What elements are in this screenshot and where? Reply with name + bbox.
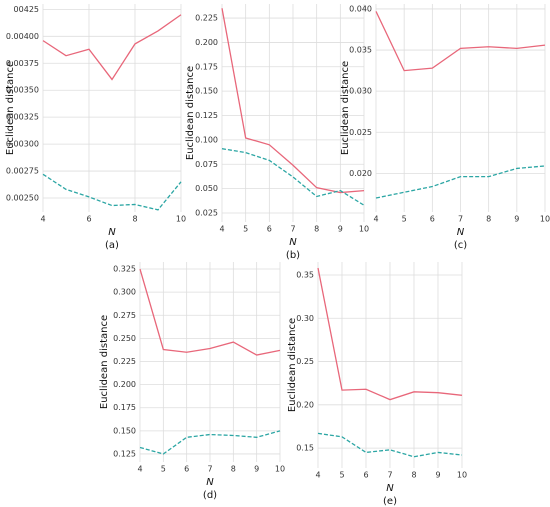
y-tick-label: 0.15 bbox=[296, 444, 314, 453]
x-axis-label: N bbox=[108, 227, 116, 238]
y-tick-label: 0.040 bbox=[349, 4, 372, 13]
series-line bbox=[375, 11, 546, 72]
series-line bbox=[221, 8, 365, 194]
caption: (b) bbox=[286, 250, 300, 261]
series-line bbox=[139, 430, 281, 455]
y-tick-label: 0.00400 bbox=[6, 32, 39, 41]
x-tick-label: 4 bbox=[40, 215, 45, 224]
series-line bbox=[139, 268, 281, 356]
y-tick-label: 0.025 bbox=[349, 128, 372, 137]
y-axis-label: Euclidean distance bbox=[287, 318, 298, 412]
series-line bbox=[375, 165, 546, 199]
y-tick-label: 0.225 bbox=[195, 14, 218, 23]
series-line bbox=[317, 432, 463, 458]
y-axis-label: Euclidean distance bbox=[340, 61, 351, 155]
y-tick-label: 0.00375 bbox=[6, 59, 39, 68]
y-tick-label: 0.00350 bbox=[6, 86, 39, 95]
caption: (d) bbox=[203, 490, 217, 501]
y-tick-label: 0.100 bbox=[195, 135, 218, 144]
y-tick-label: 0.050 bbox=[195, 184, 218, 193]
x-tick-label: 6 bbox=[184, 465, 189, 474]
y-tick-label: 0.175 bbox=[113, 403, 136, 412]
y-tick-label: 0.325 bbox=[113, 265, 136, 274]
caption: (e) bbox=[383, 496, 397, 507]
x-tick-label: 6 bbox=[363, 471, 368, 480]
panel: 0.225 0.200 0.175 0.150 0.125 0.100 0.075 0.050… bbox=[185, 4, 369, 261]
x-tick-label: 7 bbox=[207, 465, 212, 474]
x-tick-label: 9 bbox=[514, 215, 519, 224]
x-tick-label: 6 bbox=[430, 215, 435, 224]
y-tick-label: 0.075 bbox=[195, 160, 218, 169]
y-tick-label: 0.20 bbox=[296, 400, 314, 409]
y-tick-label: 0.00300 bbox=[6, 140, 39, 149]
x-tick-label: 7 bbox=[387, 471, 392, 480]
y-tick-label: 0.300 bbox=[113, 288, 136, 297]
x-tick-label: 9 bbox=[435, 471, 440, 480]
x-tick-label: 4 bbox=[137, 465, 142, 474]
y-tick-label: 0.200 bbox=[113, 380, 136, 389]
x-tick-label: 5 bbox=[161, 465, 166, 474]
y-axis-label: Euclidean distance bbox=[99, 315, 110, 409]
y-tick-label: 0.00275 bbox=[6, 167, 39, 176]
y-axis-label: Euclidean distance bbox=[185, 66, 196, 160]
x-tick-label: 10 bbox=[176, 215, 186, 224]
x-tick-label: 4 bbox=[315, 471, 320, 480]
y-tick-label: 0.150 bbox=[113, 426, 136, 435]
x-tick-label: 7 bbox=[458, 215, 463, 224]
x-tick-label: 4 bbox=[373, 215, 378, 224]
y-tick-label: 0.225 bbox=[113, 357, 136, 366]
x-tick-label: 8 bbox=[132, 215, 137, 224]
y-tick-label: 0.00250 bbox=[6, 193, 39, 202]
panel: 00425 0.00400 0.00375 0.00350 0.00325 0.00300… bbox=[5, 4, 186, 251]
panel: 0.040 0.035 0.030 0.025 0.020 4 5 6 7 8 9 10 N (c) Euc… bbox=[340, 4, 550, 251]
x-tick-label: 8 bbox=[231, 465, 236, 474]
y-tick-label: 0.200 bbox=[195, 38, 218, 47]
caption: (a) bbox=[105, 240, 119, 251]
y-tick-label: 0.030 bbox=[349, 87, 372, 96]
x-axis-label: N bbox=[457, 227, 465, 238]
x-tick-label: 9 bbox=[254, 465, 259, 474]
series-line bbox=[317, 267, 463, 401]
y-tick-label: 0.25 bbox=[296, 357, 314, 366]
y-tick-label: 0.025 bbox=[195, 209, 218, 218]
panel: 0.325 0.300 0.275 0.250 0.225 0.200 0.175 0.150… bbox=[99, 262, 285, 501]
series-line bbox=[42, 173, 182, 211]
x-axis-label: N bbox=[386, 483, 394, 494]
y-tick-label: 0.125 bbox=[113, 449, 136, 458]
y-tick-label: 0.250 bbox=[113, 334, 136, 343]
x-tick-label: 5 bbox=[402, 215, 407, 224]
x-tick-label: 7 bbox=[290, 225, 295, 234]
series-line bbox=[221, 148, 365, 206]
x-tick-label: 5 bbox=[243, 225, 248, 234]
x-tick-label: 10 bbox=[275, 465, 285, 474]
x-tick-label: 10 bbox=[359, 225, 369, 234]
x-tick-label: 4 bbox=[219, 225, 224, 234]
y-axis-label: Euclidean distance bbox=[5, 61, 16, 155]
x-tick-label: 8 bbox=[314, 225, 319, 234]
x-tick-label: 8 bbox=[486, 215, 491, 224]
x-tick-label: 10 bbox=[457, 471, 467, 480]
x-axis-label: N bbox=[289, 237, 297, 248]
series-line bbox=[42, 14, 182, 81]
y-tick-label: 00425 bbox=[14, 5, 39, 14]
y-tick-label: 0.30 bbox=[296, 314, 314, 323]
y-tick-label: 0.125 bbox=[195, 111, 218, 120]
x-axis-label: N bbox=[206, 477, 214, 488]
x-tick-label: 6 bbox=[267, 225, 272, 234]
y-tick-label: 0.175 bbox=[195, 62, 218, 71]
y-tick-label: 0.035 bbox=[349, 46, 372, 55]
y-tick-label: 0.00325 bbox=[6, 113, 39, 122]
caption: (c) bbox=[454, 240, 467, 251]
y-tick-label: 0.150 bbox=[195, 87, 218, 96]
x-tick-label: 10 bbox=[540, 215, 550, 224]
x-tick-label: 6 bbox=[86, 215, 91, 224]
y-tick-label: 0.275 bbox=[113, 311, 136, 320]
x-tick-label: 8 bbox=[411, 471, 416, 480]
x-tick-label: 5 bbox=[339, 471, 344, 480]
y-tick-label: 0.020 bbox=[349, 169, 372, 178]
x-tick-label: 9 bbox=[338, 225, 343, 234]
y-tick-label: 0.35 bbox=[296, 270, 314, 279]
panel: 0.35 0.30 0.25 0.20 0.15 4 5 6 7 8 9 10 N (e) Euclidea… bbox=[287, 262, 467, 507]
